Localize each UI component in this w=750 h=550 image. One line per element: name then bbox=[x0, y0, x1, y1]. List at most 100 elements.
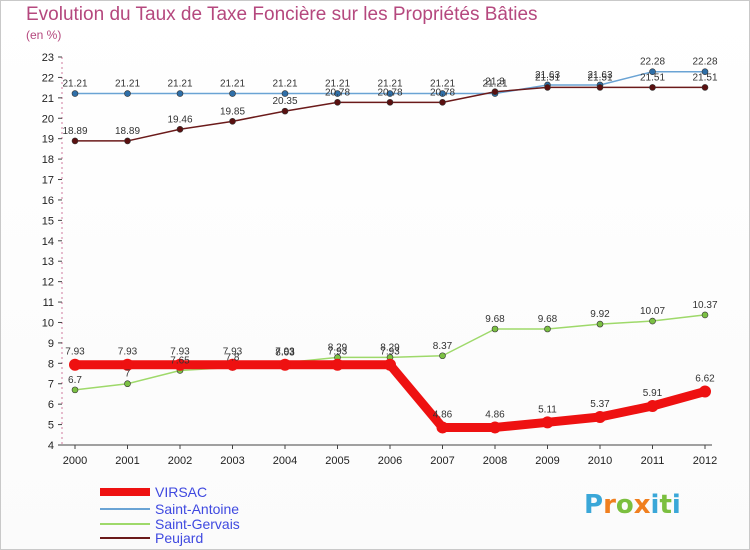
data-point bbox=[649, 317, 656, 325]
y-tick-label: 12 bbox=[42, 277, 54, 289]
data-point bbox=[596, 84, 604, 91]
data-label: 7.93 bbox=[328, 347, 348, 358]
data-label: 21.21 bbox=[325, 79, 350, 90]
x-tick-label: 2003 bbox=[220, 455, 244, 467]
data-label: 21.3 bbox=[485, 77, 505, 88]
data-label: 21.21 bbox=[482, 79, 507, 90]
data-label: 7.93 bbox=[65, 347, 85, 358]
y-tick-label: 15 bbox=[42, 215, 54, 227]
chart-title: Evolution du Taux de Taxe Foncière sur l… bbox=[26, 4, 538, 25]
data-label: 5.37 bbox=[590, 399, 610, 410]
data-point bbox=[281, 90, 289, 97]
y-tick-label: 7 bbox=[48, 379, 54, 391]
data-point bbox=[69, 358, 81, 371]
chart-subtitle: (en %) bbox=[26, 28, 62, 42]
data-point bbox=[594, 411, 606, 424]
data-label: 8.37 bbox=[433, 341, 453, 352]
data-point bbox=[439, 352, 446, 360]
data-point bbox=[331, 358, 344, 371]
x-tick-label: 2008 bbox=[483, 455, 507, 467]
data-label: 9.68 bbox=[538, 314, 558, 325]
data-point bbox=[71, 137, 79, 145]
data-label: 7.8 bbox=[226, 352, 240, 363]
data-label: 21.63 bbox=[535, 70, 560, 81]
data-point bbox=[701, 84, 709, 91]
x-tick-label: 2012 bbox=[693, 455, 717, 467]
y-tick-label: 9 bbox=[48, 338, 54, 350]
data-point bbox=[386, 90, 394, 97]
data-label: 7.93 bbox=[118, 347, 138, 358]
data-point bbox=[124, 90, 131, 97]
y-tick-label: 21 bbox=[42, 93, 54, 105]
y-tick-label: 14 bbox=[42, 236, 54, 248]
data-label: 4.86 bbox=[433, 409, 453, 420]
data-label: 7.65 bbox=[170, 355, 190, 366]
data-point bbox=[229, 90, 236, 97]
data-label: 21.63 bbox=[587, 70, 612, 81]
proxiti-logo: Proxiti bbox=[584, 490, 681, 520]
data-point bbox=[491, 325, 499, 333]
legend-label: Saint-Antoine bbox=[155, 501, 239, 517]
data-label: 20.35 bbox=[272, 96, 297, 107]
data-point bbox=[386, 99, 394, 106]
data-label: 22.28 bbox=[692, 57, 717, 68]
data-label: 21.21 bbox=[115, 79, 140, 90]
data-point bbox=[176, 125, 184, 133]
data-label: 21.21 bbox=[167, 79, 192, 90]
data-label: 8.29 bbox=[328, 342, 348, 353]
data-label: 10.37 bbox=[692, 300, 717, 311]
data-label: 19.46 bbox=[167, 114, 192, 125]
data-label: 9.68 bbox=[485, 314, 505, 325]
data-label: 21.51 bbox=[587, 72, 612, 83]
data-label: 8.29 bbox=[380, 342, 400, 353]
data-label: 4.86 bbox=[485, 409, 505, 420]
y-tick-label: 19 bbox=[42, 134, 54, 146]
data-point bbox=[229, 118, 236, 125]
y-tick-label: 4 bbox=[48, 440, 54, 452]
x-tick-label: 2011 bbox=[641, 455, 665, 467]
series-line bbox=[70, 360, 710, 432]
series-peujard bbox=[71, 84, 709, 145]
y-tick-label: 23 bbox=[42, 52, 54, 64]
y-tick-label: 20 bbox=[42, 113, 54, 125]
data-label: 18.89 bbox=[115, 126, 140, 137]
y-tick-label: 11 bbox=[43, 297, 54, 309]
y-tick-label: 8 bbox=[48, 358, 54, 370]
series-virsac bbox=[69, 358, 711, 434]
axes: 4 5 6 7 8 9 10 11 12 13 14 15 16 17 18 19 20 21 22 23 2000 20… bbox=[42, 52, 717, 467]
x-tick-label: 2009 bbox=[535, 455, 559, 467]
data-label: 21.51 bbox=[535, 72, 560, 83]
data-point bbox=[649, 84, 656, 91]
data-point bbox=[541, 416, 554, 429]
data-label: 21.21 bbox=[62, 79, 87, 90]
data-point bbox=[544, 84, 551, 91]
data-point bbox=[279, 358, 291, 371]
data-label: 21.21 bbox=[272, 79, 297, 90]
data-label-layer: 21.21 21.21 21.21 21.21 21.21 21.21 21.21 21.21… bbox=[62, 57, 717, 421]
data-point bbox=[281, 107, 289, 115]
data-point bbox=[71, 386, 79, 394]
data-point bbox=[124, 137, 131, 145]
data-point bbox=[384, 358, 396, 371]
data-point bbox=[701, 68, 709, 76]
data-label: 7.93 bbox=[170, 347, 190, 358]
data-point bbox=[491, 88, 499, 96]
data-label: 21.51 bbox=[692, 72, 717, 83]
data-label: 21.21 bbox=[377, 79, 402, 90]
data-point bbox=[701, 311, 709, 319]
data-point bbox=[596, 320, 604, 328]
x-tick-label: 2005 bbox=[325, 455, 349, 467]
y-tick-label: 10 bbox=[42, 317, 54, 329]
data-label: 6.7 bbox=[68, 375, 82, 386]
data-point bbox=[439, 99, 446, 106]
x-tick-label: 2002 bbox=[168, 455, 192, 467]
data-label: 7.93 bbox=[223, 347, 243, 358]
y-tick-label: 16 bbox=[42, 195, 54, 207]
data-point bbox=[436, 421, 449, 434]
data-label: 20.78 bbox=[430, 87, 455, 98]
y-tick-label: 6 bbox=[48, 399, 54, 411]
data-label: 9.92 bbox=[590, 309, 610, 320]
y-tick-label: 13 bbox=[42, 256, 54, 268]
